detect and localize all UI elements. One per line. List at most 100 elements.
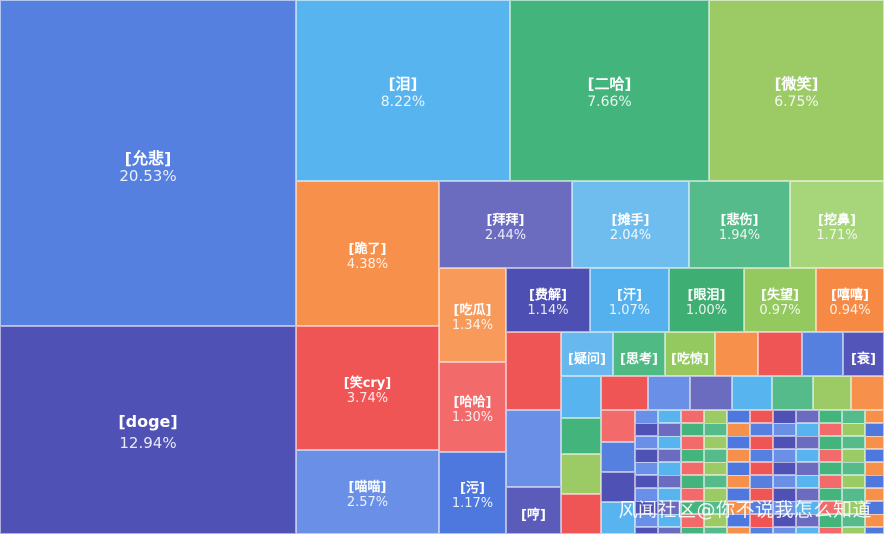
treemap-cell xyxy=(506,332,561,410)
treemap-cell xyxy=(865,527,884,534)
treemap-cell xyxy=(773,514,796,527)
treemap-cell xyxy=(601,502,635,534)
cell-name-label: [悲伤] xyxy=(720,212,759,228)
treemap-cell: [吃惊] xyxy=(665,332,715,376)
treemap-cell: [汗] 1.07% xyxy=(590,268,669,332)
treemap-cell xyxy=(851,376,884,410)
treemap-cell xyxy=(773,423,796,436)
cell-percent-label: 1.30% xyxy=(451,410,494,425)
treemap-cell xyxy=(658,488,681,501)
cell-name-label: [泪] xyxy=(388,75,418,93)
cell-percent-label: 12.94% xyxy=(119,433,177,452)
cell-name-label: [允悲] xyxy=(124,148,172,168)
treemap-cell xyxy=(658,475,681,488)
treemap-cell: [思考] xyxy=(613,332,665,376)
treemap-cell: [失望] 0.97% xyxy=(744,268,816,332)
cell-name-label: [眼泪] xyxy=(687,288,726,303)
treemap-cell: [污] 1.17% xyxy=(439,452,506,534)
treemap-cell xyxy=(727,527,750,534)
treemap-cell xyxy=(635,436,658,449)
cell-name-label: [污] xyxy=(460,481,485,496)
treemap-cell xyxy=(750,501,773,514)
treemap-cell: [哈哈] 1.30% xyxy=(439,362,506,452)
treemap-cell xyxy=(802,332,843,376)
cell-name-label: [喵喵] xyxy=(348,480,387,495)
treemap-cell xyxy=(681,462,704,475)
treemap-cell: [允悲] 20.53% xyxy=(0,0,296,326)
treemap-cell: [哼] xyxy=(506,487,561,534)
treemap-cell xyxy=(773,475,796,488)
cell-name-label: [衰] xyxy=(851,351,876,367)
treemap-cell xyxy=(681,488,704,501)
treemap-cell xyxy=(773,501,796,514)
treemap-cell xyxy=(819,501,842,514)
cell-name-label: [跪了] xyxy=(348,241,387,257)
treemap-cell xyxy=(681,410,704,423)
treemap-cell xyxy=(750,410,773,423)
treemap-cell xyxy=(750,488,773,501)
treemap-cell xyxy=(796,436,819,449)
treemap-cell xyxy=(727,488,750,501)
cell-name-label: [二哈] xyxy=(587,75,632,93)
treemap-cell xyxy=(773,436,796,449)
cell-name-label: [拜拜] xyxy=(486,212,525,228)
cell-percent-label: 1.71% xyxy=(816,227,858,243)
treemap-cell: [doge] 12.94% xyxy=(0,326,296,534)
treemap-cell xyxy=(561,454,601,494)
treemap-cell xyxy=(796,475,819,488)
treemap-cell xyxy=(842,501,865,514)
treemap-cell xyxy=(704,462,727,475)
treemap-cell xyxy=(865,449,884,462)
cell-name-label: [doge] xyxy=(118,411,178,431)
cell-name-label: [疑问] xyxy=(568,351,606,367)
cell-name-label: [吃瓜] xyxy=(453,303,492,318)
treemap-cell: [摊手] 2.04% xyxy=(572,181,689,268)
treemap-cell xyxy=(658,527,681,534)
treemap-cell xyxy=(750,527,773,534)
treemap-cell xyxy=(773,462,796,475)
treemap-cell xyxy=(819,527,842,534)
treemap-cell xyxy=(865,475,884,488)
treemap-cell xyxy=(819,449,842,462)
treemap-cell xyxy=(601,376,648,410)
treemap-cell xyxy=(658,514,681,527)
treemap-cell xyxy=(648,376,690,410)
cell-percent-label: 2.04% xyxy=(609,227,652,243)
treemap-cell xyxy=(601,410,635,442)
treemap-cell xyxy=(506,410,561,487)
treemap-cell xyxy=(732,376,772,410)
treemap-cell xyxy=(690,376,732,410)
treemap-cell xyxy=(658,436,681,449)
treemap-cell xyxy=(819,488,842,501)
treemap-cell xyxy=(704,423,727,436)
cell-percent-label: 1.94% xyxy=(718,227,761,243)
cell-percent-label: 2.44% xyxy=(484,227,527,243)
cell-name-label: [汗] xyxy=(617,288,642,303)
treemap-cell xyxy=(842,423,865,436)
cell-percent-label: 1.17% xyxy=(451,496,494,511)
treemap-cell: [费解] 1.14% xyxy=(506,268,590,332)
treemap-cell xyxy=(704,501,727,514)
treemap-cell xyxy=(842,514,865,527)
treemap-cell xyxy=(750,423,773,436)
treemap-cell: [衰] xyxy=(843,332,884,376)
treemap-cell xyxy=(865,488,884,501)
treemap-cell: [疑问] xyxy=(561,332,613,376)
cell-percent-label: 3.74% xyxy=(346,391,389,406)
treemap-cell xyxy=(715,332,758,376)
treemap-cell xyxy=(750,449,773,462)
cell-name-label: [吃惊] xyxy=(671,351,709,367)
cell-percent-label: 0.97% xyxy=(759,303,801,318)
treemap-cell xyxy=(635,527,658,534)
cell-name-label: [费解] xyxy=(529,288,567,303)
treemap-cell xyxy=(704,527,727,534)
treemap-cell xyxy=(865,410,884,423)
cell-percent-label: 1.34% xyxy=(451,318,494,333)
treemap-cell xyxy=(635,501,658,514)
treemap-cell xyxy=(772,376,813,410)
treemap-cell xyxy=(842,527,865,534)
treemap-cell xyxy=(727,410,750,423)
cell-percent-label: 8.22% xyxy=(380,94,426,110)
treemap-cell: [二哈] 7.66% xyxy=(510,0,709,181)
